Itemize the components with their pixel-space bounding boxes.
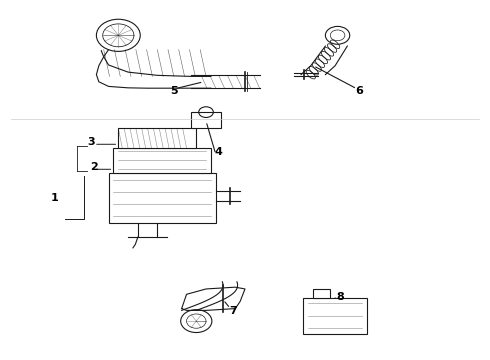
Text: 7: 7 [229,306,237,316]
Text: 2: 2 [90,162,98,172]
FancyBboxPatch shape [118,128,196,148]
FancyBboxPatch shape [313,289,330,298]
Text: 4: 4 [214,147,222,157]
FancyBboxPatch shape [114,148,211,173]
FancyBboxPatch shape [109,173,216,223]
Text: 5: 5 [171,86,178,96]
FancyBboxPatch shape [303,298,367,334]
Text: 8: 8 [336,292,344,302]
Text: 1: 1 [51,193,59,203]
Text: 3: 3 [88,138,96,148]
FancyBboxPatch shape [192,112,220,128]
Text: 6: 6 [356,86,364,96]
